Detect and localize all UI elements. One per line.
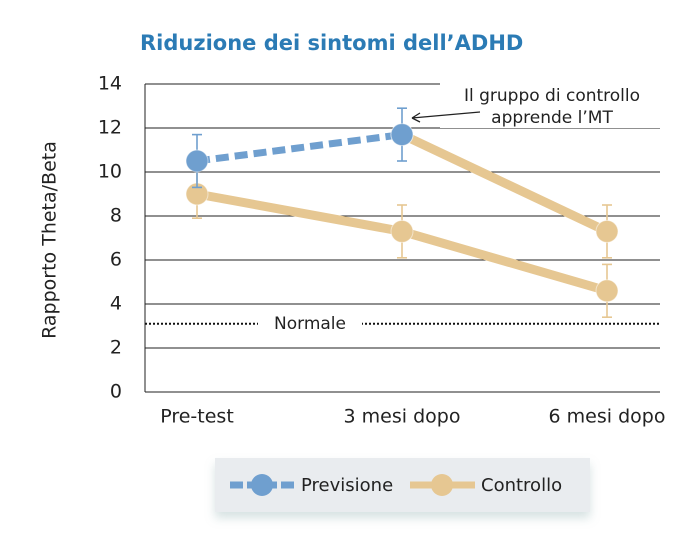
series-line [400, 130, 609, 236]
x-tick-label: Pre-test [160, 406, 234, 428]
legend-marker [431, 474, 453, 496]
annotation-text: Il gruppo di controllo [464, 86, 640, 106]
data-point [390, 219, 414, 243]
reference-label: Normale [274, 314, 346, 334]
y-tick-label: 12 [98, 117, 122, 139]
x-tick-label: 3 mesi dopo [344, 406, 461, 428]
y-tick-label: 14 [98, 73, 122, 95]
annotation-text: apprende l’MT [491, 108, 613, 128]
y-tick-label: 2 [110, 337, 122, 359]
y-tick-label: 4 [110, 293, 122, 315]
reference-label-bg [258, 313, 362, 334]
data-point [185, 149, 209, 173]
chart-title: Riduzione dei sintomi dell’ADHD [140, 31, 523, 55]
y-tick-label: 6 [110, 249, 122, 271]
data-point [595, 279, 619, 303]
y-axis-label: Rapporto Theta/Beta [39, 141, 61, 339]
legend-label: Previsione [301, 475, 393, 496]
legend-marker [251, 474, 273, 496]
data-point [595, 219, 619, 243]
y-tick-label: 0 [110, 381, 122, 403]
x-tick-label: 6 mesi dopo [549, 406, 666, 428]
y-tick-label: 8 [110, 205, 122, 227]
annotation-arrow [411, 111, 481, 123]
legend-box [215, 458, 590, 512]
annotation-bg [440, 82, 664, 128]
series-line [196, 131, 403, 165]
y-tick-label: 10 [98, 161, 122, 183]
legend-label: Controllo [481, 475, 562, 496]
data-point [390, 123, 414, 147]
